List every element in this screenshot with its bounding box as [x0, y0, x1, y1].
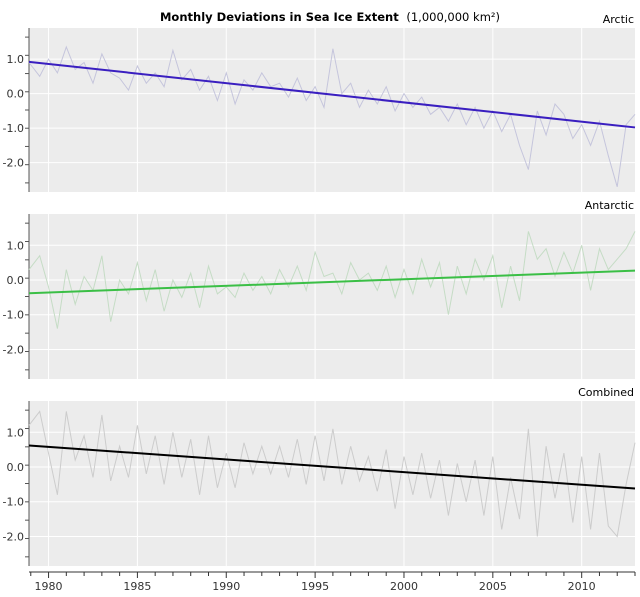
- panel-background: [29, 401, 635, 566]
- chart-title: Monthly Deviations in Sea Ice Extent (1,…: [160, 10, 500, 24]
- panel-label: Antarctic: [585, 199, 634, 212]
- x-tick-label: 2000: [390, 580, 418, 593]
- y-tick-label: 0.0: [7, 88, 25, 101]
- y-tick-label: -2.0: [3, 530, 24, 543]
- x-tick-label: 1985: [123, 580, 151, 593]
- y-tick-label: 0.0: [7, 461, 25, 474]
- trend-line: [28, 444, 636, 490]
- panel-antarctic: 1.0 0.0 -1.0 -2.0 Antarctic: [3, 199, 636, 379]
- panel-label: Arctic: [603, 13, 634, 26]
- trend-line: [28, 60, 636, 129]
- y-tick-label: 1.0: [7, 239, 25, 252]
- x-tick-label: 1995: [301, 580, 329, 593]
- panel-background: [29, 214, 635, 379]
- panel-combined: 1.0 0.0 -1.0 -2.0 Combined: [3, 386, 636, 566]
- y-tick-label: 1.0: [7, 53, 25, 66]
- anomaly-series-line: [28, 231, 636, 329]
- y-tick-label: -1.0: [3, 496, 24, 509]
- x-tick-label: 1980: [35, 580, 63, 593]
- x-tick-label: 1990: [212, 580, 240, 593]
- chart-title-unit: (1,000,000 km²): [406, 10, 500, 24]
- y-tick-label: 0.0: [7, 274, 25, 287]
- x-tick-label: 2005: [479, 580, 507, 593]
- chart-title-main: Monthly Deviations in Sea Ice Extent: [160, 10, 399, 24]
- x-axis: 1980 1985 1990 1995 2000 2005 2010: [29, 571, 636, 593]
- y-tick-label: -1.0: [3, 122, 24, 135]
- panel-label: Combined: [578, 386, 634, 399]
- anomaly-series-line: [28, 45, 636, 187]
- anomaly-series-line: [28, 410, 636, 538]
- y-tick-label: -2.0: [3, 157, 24, 170]
- y-tick-label: 1.0: [7, 426, 25, 439]
- x-tick-label: 2010: [568, 580, 596, 593]
- panel-arctic: 1.0 0.0 -1.0 -2.0 Arctic: [3, 13, 636, 192]
- y-tick-label: -1.0: [3, 309, 24, 322]
- y-tick-label: -2.0: [3, 343, 24, 356]
- trend-line: [28, 269, 636, 295]
- panels-group: 1.0 0.0 -1.0 -2.0 Arctic 1.0 0.0 -1.0 -2.0 Antarc…: [3, 13, 636, 566]
